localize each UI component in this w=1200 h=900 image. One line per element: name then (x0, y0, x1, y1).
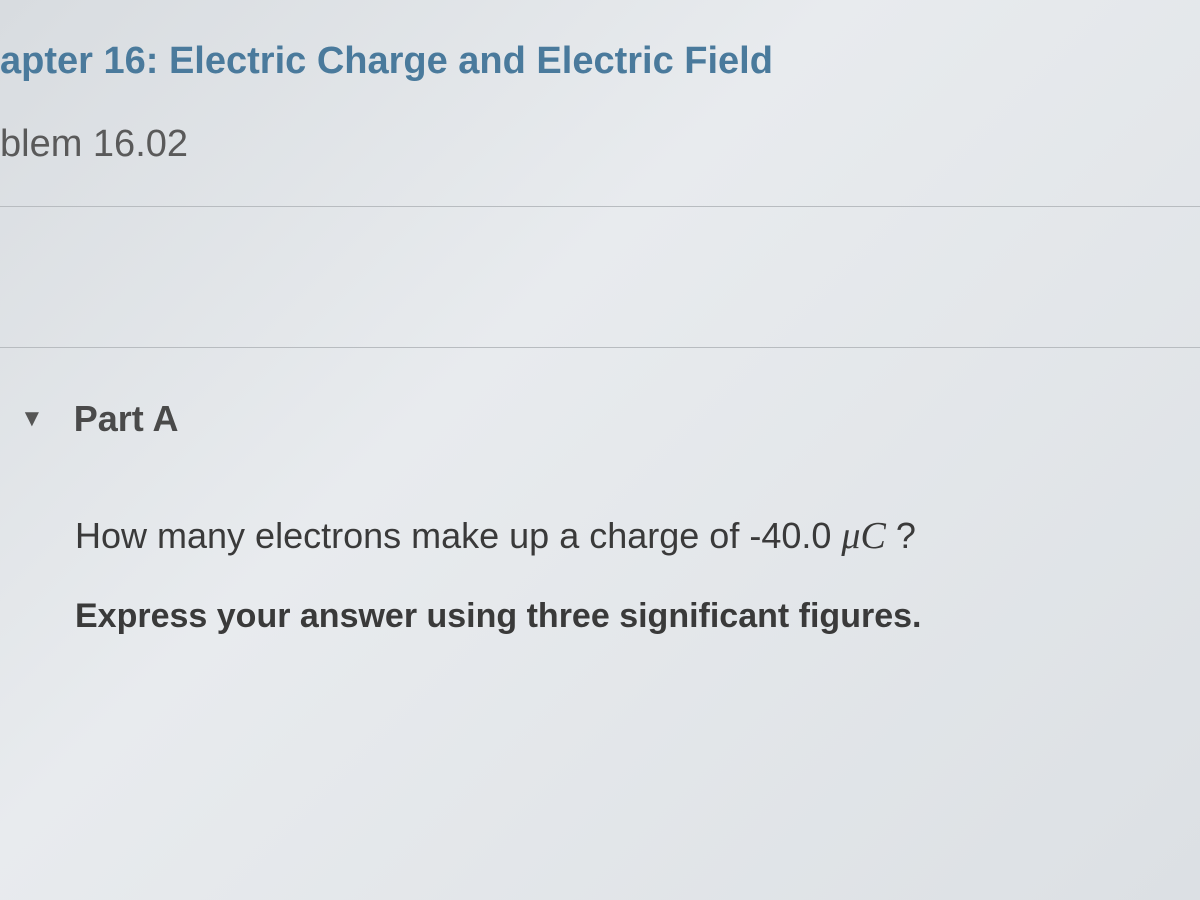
answer-instruction: Express your answer using three signific… (0, 593, 1200, 641)
problem-page: apter 16: Electric Charge and Electric F… (0, 0, 1200, 641)
divider (0, 347, 1200, 348)
question-text: How many electrons make up a charge of -… (0, 510, 1200, 563)
chevron-down-icon[interactable]: ▼ (20, 405, 44, 433)
part-title: Part A (74, 398, 179, 440)
question-suffix: ? (886, 515, 916, 556)
unit-c: C (860, 515, 885, 557)
question-prefix: How many electrons make up a charge of -… (75, 515, 841, 556)
divider (0, 206, 1200, 207)
problem-number-heading: blem 16.02 (0, 123, 1200, 166)
unit-mu: μ (841, 515, 860, 557)
part-header: ▼ Part A (0, 398, 1200, 440)
chapter-breadcrumb-link[interactable]: apter 16: Electric Charge and Electric F… (0, 40, 1200, 83)
